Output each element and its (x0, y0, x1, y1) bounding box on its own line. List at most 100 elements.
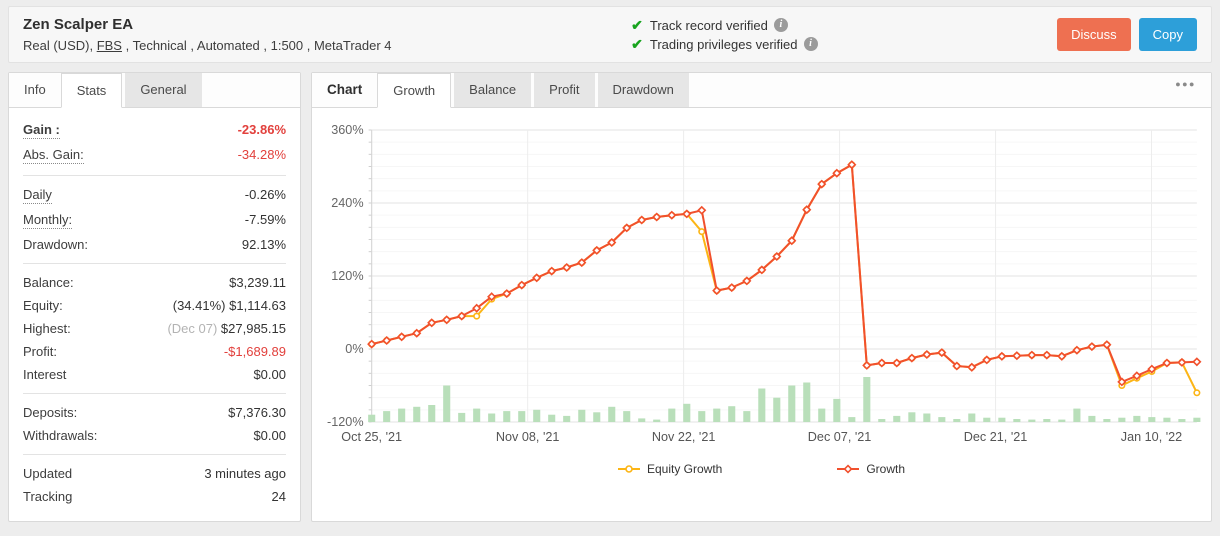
stat-value: -23.86% (237, 122, 286, 137)
stat-row: Daily -0.26% (23, 183, 286, 208)
svg-text:240%: 240% (331, 196, 363, 210)
info-icon[interactable]: i (803, 37, 818, 51)
stat-value: $0.00 (253, 367, 286, 382)
legend-item-equity-growth[interactable]: Equity Growth (617, 462, 723, 476)
stats-group: Deposits: $7,376.30 Withdrawals: $0.00 (23, 394, 286, 455)
stat-value: 92.13% (241, 237, 286, 252)
legend-marker-icon (617, 465, 640, 473)
stat-row: Withdrawals: $0.00 (23, 424, 286, 447)
stats-group: Balance: $3,239.11 Equity: (34.41%) $1,114.… (23, 264, 286, 394)
growth-chart: Oct 25, '21 Nov 08, '21 Nov 22, '21 Dec 07,… (312, 108, 1211, 454)
header-actions: Discuss Copy (1057, 18, 1197, 51)
stat-label: Daily (23, 187, 52, 204)
stat-value: (34.41%) $1,114.63 (172, 298, 286, 313)
stat-label: Monthly: (23, 212, 73, 229)
stat-value: -34.28% (237, 147, 286, 162)
stat-row: Tracking 24 (23, 485, 286, 508)
svg-text:120%: 120% (331, 269, 363, 283)
chart-panel-title: Chart (327, 82, 363, 97)
main-content: Info Stats General Gain : -23.86% Abs. Gain:… (8, 72, 1212, 522)
broker-link[interactable]: FBS (96, 38, 122, 53)
stats-group: Gain : -23.86% Abs. Gain: -34.28% (23, 111, 286, 176)
svg-text:0%: 0% (345, 342, 363, 356)
stat-label: Withdrawals: (23, 428, 98, 443)
stat-row: Highest: (Dec 07) $27,985.15 (23, 317, 286, 340)
account-title-block: Zen Scalper EA Real (USD), FBS , Technic… (23, 16, 392, 53)
growth-line (367, 160, 1202, 387)
stat-row: Gain : -23.86% (23, 118, 286, 143)
stat-row: Profit: -$1,689.89 (23, 340, 286, 363)
stat-value: 3 minutes ago (204, 466, 286, 481)
stat-label: Equity: (23, 298, 63, 313)
stat-value: -$1,689.89 (223, 344, 286, 359)
legend-marker-icon (837, 464, 860, 474)
chart-tab-balance[interactable]: Balance (454, 73, 532, 107)
legend-label: Growth (866, 462, 906, 476)
chart-legend: Equity Growth Growth (312, 454, 1211, 486)
stat-label: Balance: (23, 275, 74, 290)
stat-label: Deposits: (23, 405, 78, 420)
svg-text:Oct 25, '21: Oct 25, '21 (341, 430, 402, 444)
stat-row: Monthly: -7.59% (23, 208, 286, 233)
growth-chart-svg: Oct 25, '21 Nov 08, '21 Nov 22, '21 Dec 07,… (327, 123, 1202, 444)
verification-badge: ✔ Track record verified i (631, 17, 817, 34)
chart-panel: Chart Growth Balance Profit Drawdown ●●● Oct… (311, 72, 1212, 522)
verification-badges: ✔ Track record verified i ✔ Trading privileg… (631, 15, 818, 55)
stat-row: Abs. Gain: -34.28% (23, 143, 286, 168)
page-title: Zen Scalper EA (23, 16, 134, 33)
chart-tab-profit[interactable]: Profit (534, 73, 595, 107)
stat-value: $3,239.11 (229, 275, 286, 290)
stat-value: 24 (271, 489, 286, 504)
check-icon: ✔ (631, 35, 643, 52)
verification-badge: ✔ Trading privileges verified i (631, 35, 818, 53)
stat-row: Equity: (34.41%) $1,114.63 (23, 294, 286, 317)
account-header: Zen Scalper EA Real (USD), FBS , Technic… (8, 6, 1212, 63)
copy-button[interactable]: Copy (1138, 18, 1197, 51)
svg-text:Jan 10, '22: Jan 10, '22 (1121, 430, 1182, 444)
stat-row: Interest $0.00 (23, 363, 286, 386)
stat-label: Drawdown: (23, 237, 89, 252)
chart-tab-growth[interactable]: Growth (377, 73, 452, 108)
account-subtitle: Real (USD), FBS , Technical , Automated … (23, 38, 392, 53)
legend-item-growth[interactable]: Growth (837, 462, 905, 476)
stat-label: Tracking (23, 489, 73, 504)
subtitle-prefix: Real (USD), (23, 38, 97, 53)
info-icon[interactable]: i (773, 18, 788, 32)
chart-tabbar: Chart Growth Balance Profit Drawdown ●●● (312, 73, 1211, 108)
chart-tab-drawdown[interactable]: Drawdown (597, 73, 689, 107)
stats-group: Updated 3 minutes ago Tracking 24 (23, 455, 286, 515)
badge-label: Trading privileges verified (649, 36, 798, 52)
stat-label: Interest (23, 367, 67, 382)
equity-growth-line (368, 161, 1201, 397)
volume-bars (368, 377, 1201, 423)
stat-row: Drawdown: 92.13% (23, 233, 286, 256)
stat-value: $7,376.30 (228, 405, 286, 420)
discuss-button[interactable]: Discuss (1057, 18, 1131, 51)
stat-row: Balance: $3,239.11 (23, 271, 286, 294)
svg-text:Nov 08, '21: Nov 08, '21 (496, 430, 560, 444)
stat-label: Highest: (23, 321, 71, 336)
stat-value: (Dec 07) $27,985.15 (167, 321, 286, 336)
tab-info[interactable]: Info (24, 82, 46, 97)
stats-group: Daily -0.26% Monthly: -7.59% Drawdown: 92.13% (23, 176, 286, 264)
check-icon: ✔ (631, 16, 643, 33)
stat-row: Deposits: $7,376.30 (23, 401, 286, 424)
svg-text:-120%: -120% (327, 415, 364, 429)
subtitle-suffix: , Technical , Automated , 1:500 , MetaTr… (121, 38, 392, 53)
tab-general[interactable]: General (125, 73, 202, 107)
badge-label: Track record verified (649, 17, 768, 33)
stat-value-prefix: (34.41%) (172, 298, 230, 313)
stat-value-prefix: (Dec 07) (167, 321, 221, 336)
svg-text:360%: 360% (331, 123, 363, 137)
stat-label: Gain : (23, 122, 60, 139)
svg-text:Dec 07, '21: Dec 07, '21 (808, 430, 872, 444)
legend-label: Equity Growth (646, 462, 723, 476)
stat-label: Profit: (23, 344, 57, 359)
tab-stats[interactable]: Stats (60, 73, 123, 108)
svg-text:Dec 21, '21: Dec 21, '21 (964, 430, 1028, 444)
stats-tabbar: Info Stats General (9, 73, 300, 108)
chart-menu-icon[interactable]: ●●● (1175, 79, 1196, 89)
stat-label: Updated (23, 466, 73, 481)
stat-value: -0.26% (244, 187, 286, 202)
stat-value: $0.00 (253, 428, 286, 443)
